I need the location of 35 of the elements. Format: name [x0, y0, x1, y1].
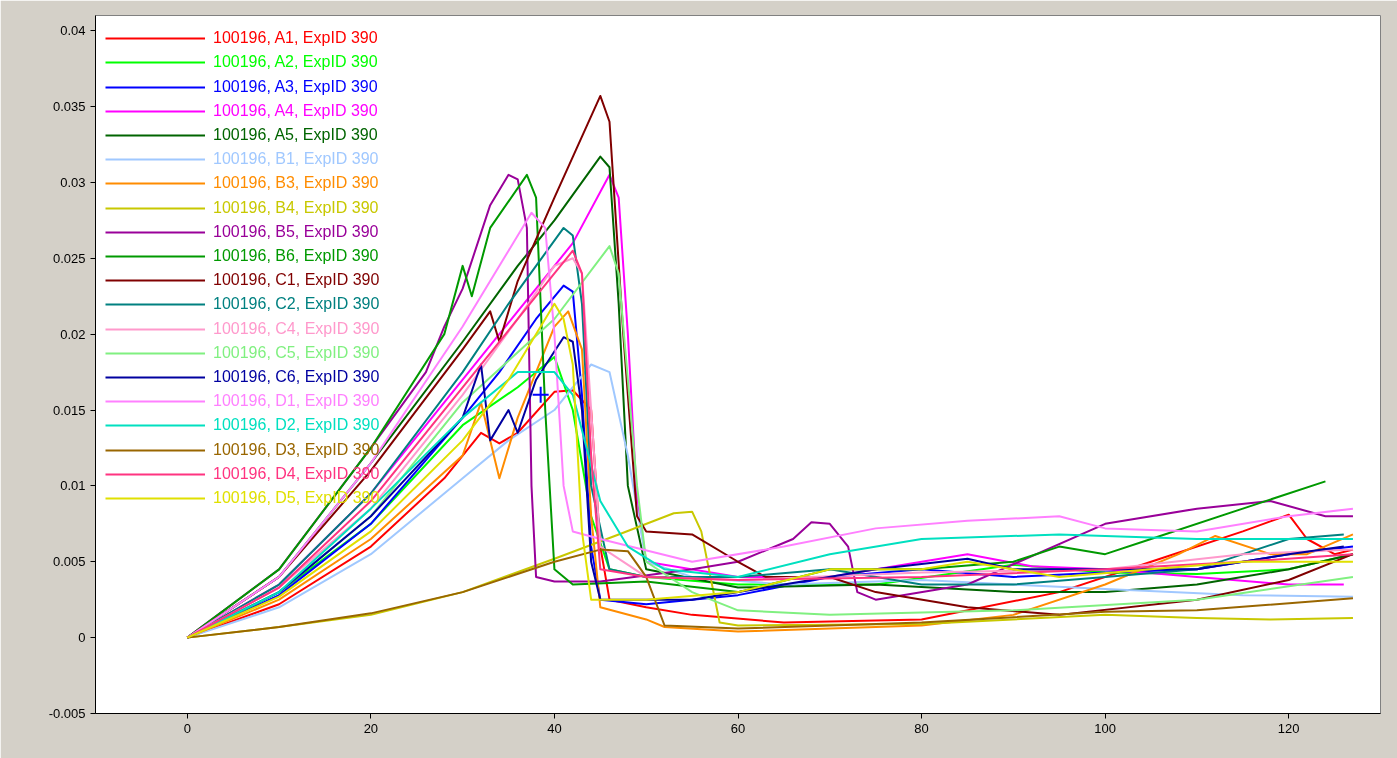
text: 100196, C4, ExpID 390 — [213, 319, 380, 338]
text: 100196, C2, ExpID 390 — [213, 295, 380, 314]
text: 100196, B6, ExpID 390 — [213, 247, 379, 265]
series-label: 100196, D1, ExpID 390 — [213, 392, 380, 411]
x-tick-label: 40 — [547, 720, 562, 736]
y-tick-label: 0.02 — [60, 326, 86, 342]
text: 100196, A1, ExpID 390 — [213, 29, 378, 48]
x-tick-label: 60 — [730, 720, 746, 736]
y-tick-label: 0.01 — [60, 478, 86, 494]
x-tick-label: 80 — [914, 720, 929, 736]
y-tick-label: 0 — [78, 630, 86, 646]
text: 100196, B1, ExpID 390 — [213, 150, 379, 169]
y-tick-label: 0.025 — [52, 250, 86, 266]
text: 100196, C5, ExpID 390 — [213, 343, 380, 362]
y-tick-label: 0.015 — [52, 402, 86, 418]
text: 100196, C6, ExpID 390 — [213, 368, 380, 386]
text: 100196, A4, ExpID 390 — [213, 101, 378, 120]
y-tick-label: 0.035 — [52, 99, 86, 115]
y-tick-label: 0.005 — [52, 554, 86, 570]
text: 100196, A2, ExpID 390 — [213, 53, 378, 72]
x-tick-label: 20 — [363, 720, 379, 736]
y-tick-label: 0.03 — [60, 174, 86, 190]
text: 100196, B4, ExpID 390 — [213, 198, 379, 217]
text: 100196, C1, ExpID 390 — [213, 271, 380, 290]
x-tick-label: 0 — [183, 720, 191, 736]
y-tick-label: 0.04 — [60, 23, 86, 39]
text: 100196, B3, ExpID 390 — [213, 174, 379, 193]
text: 100196, D2, ExpID 390 — [213, 416, 380, 435]
y-tick-label: -0.005 — [48, 706, 86, 721]
text: 100196, A3, ExpID 390 — [213, 77, 378, 96]
line-series — [186, 548, 1354, 639]
x-tick-label: 100 — [1094, 720, 1116, 736]
text: 100196, B5, ExpID 390 — [213, 222, 379, 241]
text: 100196, A5, ExpID 390 — [213, 126, 378, 144]
x-tick-label: 120 — [1277, 720, 1300, 736]
